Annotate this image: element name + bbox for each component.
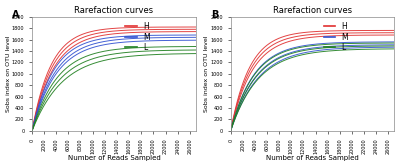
Y-axis label: Sobs index on OTU level: Sobs index on OTU level [6,36,10,112]
Text: A: A [12,10,20,20]
Text: B: B [211,10,218,20]
Title: Rarefaction curves: Rarefaction curves [74,6,154,15]
Y-axis label: Sobs index on OTU level: Sobs index on OTU level [204,36,209,112]
Title: Rarefaction curves: Rarefaction curves [273,6,352,15]
Legend: H, M, L: H, M, L [321,19,351,55]
Legend: H, M, L: H, M, L [122,19,152,55]
X-axis label: Number of Reads Sampled: Number of Reads Sampled [266,155,359,161]
X-axis label: Number of Reads Sampled: Number of Reads Sampled [68,155,160,161]
